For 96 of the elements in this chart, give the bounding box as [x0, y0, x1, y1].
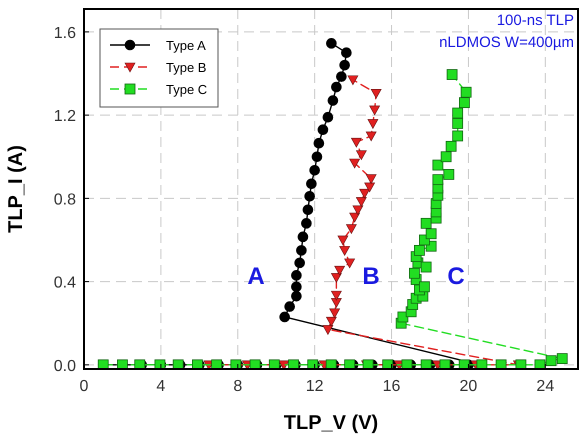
x-tick-label: 16 [382, 378, 401, 395]
point [351, 138, 362, 148]
point [322, 325, 334, 335]
point [344, 359, 356, 369]
point [304, 190, 315, 202]
point [368, 119, 378, 129]
point [314, 138, 324, 149]
annotation: nLDMOS W=400µm [439, 34, 574, 51]
annotation: B [362, 263, 380, 290]
point [546, 355, 556, 366]
point [329, 308, 340, 318]
point [426, 228, 437, 240]
point [496, 359, 507, 369]
x-tick-label: 12 [306, 378, 324, 395]
point [452, 130, 464, 142]
point [284, 301, 295, 312]
legend-label: Type A [166, 38, 206, 53]
point [302, 204, 314, 216]
x-tick-label: 4 [156, 378, 166, 395]
point [440, 359, 450, 369]
point [334, 266, 345, 276]
point [443, 169, 454, 180]
point [344, 258, 355, 268]
legend-label: Type B [166, 60, 206, 75]
point [356, 197, 367, 207]
point [318, 124, 328, 135]
point [369, 106, 380, 116]
point [366, 174, 376, 184]
x-tick-label: 24 [536, 378, 554, 395]
point [452, 108, 464, 118]
point [341, 47, 352, 58]
point [336, 71, 347, 82]
point [331, 290, 342, 300]
y-tick-label: 0.4 [54, 274, 76, 292]
point [420, 218, 432, 229]
point [364, 182, 375, 192]
point [309, 164, 320, 176]
point [339, 246, 350, 256]
point [291, 270, 302, 281]
point [459, 97, 470, 108]
point [402, 359, 412, 369]
point [348, 75, 358, 86]
point [326, 38, 337, 49]
annotation: C [447, 263, 465, 290]
point [432, 160, 444, 170]
point [349, 212, 360, 222]
point [432, 174, 444, 186]
point [306, 178, 317, 190]
x-tick-label: 20 [460, 378, 478, 395]
point [460, 86, 472, 98]
point [440, 151, 452, 162]
point [278, 360, 290, 369]
point [298, 232, 308, 242]
point [446, 140, 457, 152]
point [331, 298, 342, 308]
y-tick-label: 0.0 [54, 358, 76, 375]
point [326, 316, 337, 326]
y-axis-title: TLP_I (A) [5, 145, 27, 233]
point [414, 244, 425, 256]
y-tick-label: 0.8 [54, 191, 76, 208]
point [419, 281, 430, 292]
point [338, 236, 348, 246]
point [322, 112, 334, 123]
point [556, 353, 568, 364]
point [366, 132, 376, 142]
point [349, 158, 360, 168]
annotation: 100-ns TLP [496, 12, 574, 29]
point [312, 151, 322, 162]
y-tick-label: 1.2 [54, 108, 76, 126]
point [331, 273, 342, 283]
point [397, 312, 408, 322]
point [356, 150, 367, 160]
point [339, 60, 350, 70]
point [296, 245, 307, 256]
point [291, 282, 302, 292]
point [279, 312, 290, 322]
annotation: A [247, 263, 265, 290]
point [352, 206, 364, 216]
point [446, 69, 458, 80]
point [291, 290, 302, 302]
point [328, 95, 338, 106]
x-tick-label: 8 [233, 378, 242, 395]
point [346, 224, 357, 234]
point [420, 359, 432, 369]
point [420, 262, 432, 272]
legend-label: Type C [166, 82, 208, 97]
x-axis-title: TLP_V (V) [284, 412, 378, 434]
point [409, 268, 420, 279]
point [301, 218, 312, 229]
point [294, 258, 305, 268]
y-tick-label: 1.6 [54, 24, 76, 42]
point [452, 118, 464, 129]
point [359, 188, 370, 198]
x-tick-label: 0 [80, 378, 89, 395]
point [331, 82, 342, 92]
point [370, 88, 382, 99]
